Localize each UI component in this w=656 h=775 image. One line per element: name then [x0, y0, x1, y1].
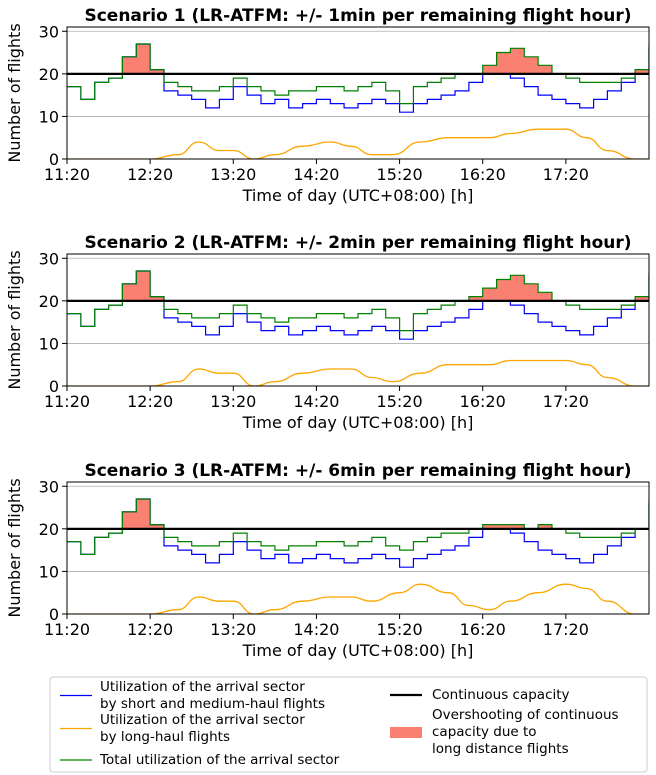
chart-title: Scenario 1 (LR-ATFM: +/- 1min per remain… [84, 6, 631, 26]
plot-frame [66, 253, 650, 387]
x-tick-label: 12:20 [127, 620, 173, 639]
x-tick-label: 13:20 [210, 165, 256, 184]
x-tick-label: 16:20 [460, 392, 506, 411]
y-tick-label: 20 [39, 520, 59, 539]
legend-label-line: by short and medium-haul flights [100, 696, 325, 712]
y-tick-label: 30 [39, 22, 59, 41]
series-short-medium-haul [67, 43, 649, 113]
y-tick-label: 10 [39, 334, 59, 353]
series-total [67, 43, 649, 105]
x-tick-label: 15:20 [377, 392, 423, 411]
plot-area [67, 482, 649, 614]
legend-label-line: Total utilization of the arrival sector [99, 752, 340, 768]
y-tick-label: 10 [39, 562, 59, 581]
series-long-haul [67, 359, 649, 386]
overshoot-area [67, 44, 649, 74]
x-tick-label: 16:20 [460, 620, 506, 639]
y-axis-label: Number of flights [5, 250, 24, 389]
legend-label-line: by long-haul flights [100, 729, 230, 745]
legend-label-line: Utilization of the arrival sector [100, 712, 305, 728]
x-tick-label: 11:20 [44, 392, 90, 411]
series-long-haul [67, 128, 649, 159]
x-axis-label: Time of day (UTC+08:00) [h] [242, 413, 474, 432]
x-tick-label: 13:20 [210, 392, 256, 411]
x-tick-label: 14:20 [293, 165, 339, 184]
y-axis-label: Number of flights [5, 23, 24, 162]
x-tick-label: 17:20 [543, 620, 589, 639]
legend-patch [390, 727, 422, 738]
overshoot-area [67, 271, 649, 301]
x-tick-label: 12:20 [127, 392, 173, 411]
x-axis-label: Time of day (UTC+08:00) [h] [242, 186, 474, 205]
plot-frame [66, 481, 650, 615]
y-tick-label: 10 [39, 107, 59, 126]
scenario-3-chart: 0 10 20 30 11:20 12:20 13:20 14:20 15:20 16:20 17:… [5, 461, 650, 660]
x-tick-label: 17:20 [543, 392, 589, 411]
y-tick-label: 0 [49, 605, 59, 624]
x-tick-label: 11:20 [44, 165, 90, 184]
x-tick-label: 12:20 [127, 165, 173, 184]
x-tick-label: 14:20 [293, 620, 339, 639]
legend-label: Utilization of the arrival sector by shor… [100, 679, 325, 712]
x-tick-label: 14:20 [293, 392, 339, 411]
legend-label: Overshooting of continuous capacity due t… [432, 707, 619, 757]
x-tick-label: 15:20 [377, 165, 423, 184]
scenario-2-chart: 0 10 20 30 11:20 12:20 13:20 14:20 15:20 16:20 17:… [5, 233, 650, 432]
y-tick-label: 30 [39, 477, 59, 496]
y-tick-label: 30 [39, 249, 59, 268]
plot-area [67, 27, 649, 159]
legend-label-line: Continuous capacity [432, 687, 570, 703]
y-tick-label: 0 [49, 150, 59, 169]
scenario-1-chart: 0 10 20 30 11:20 12:20 13:20 14:20 15:20 16:20 17:… [5, 6, 650, 205]
series-short-medium-haul [67, 270, 649, 340]
y-tick-label: 20 [39, 65, 59, 84]
x-tick-label: 16:20 [460, 165, 506, 184]
plot-frame [66, 26, 650, 160]
legend-label: Utilization of the arrival sector by long… [100, 712, 305, 745]
series-total [67, 270, 649, 332]
legend-label-line: Overshooting of continuous [432, 707, 619, 723]
y-tick-label: 20 [39, 292, 59, 311]
x-tick-label: 17:20 [543, 165, 589, 184]
series-total [67, 498, 649, 555]
legend-label-line: Utilization of the arrival sector [100, 679, 305, 695]
overshoot-area [67, 499, 649, 529]
x-tick-label: 11:20 [44, 620, 90, 639]
legend-label-line: capacity due to [432, 724, 537, 740]
series-short-medium-haul [67, 498, 649, 568]
legend-frame [49, 676, 648, 773]
x-tick-label: 15:20 [377, 620, 423, 639]
chart-title: Scenario 3 (LR-ATFM: +/- 6min per remain… [84, 461, 631, 481]
plot-area [67, 254, 649, 386]
x-axis-label: Time of day (UTC+08:00) [h] [242, 641, 474, 660]
series-long-haul [67, 583, 649, 614]
chart-title: Scenario 2 (LR-ATFM: +/- 2min per remain… [84, 233, 631, 253]
legend-label-line: long distance flights [432, 741, 569, 757]
legend-label: Continuous capacity [432, 687, 570, 703]
legend: Utilization of the arrival sector by shor… [49, 676, 648, 773]
y-axis-label: Number of flights [5, 478, 24, 617]
legend-label: Total utilization of the arrival sector [99, 752, 340, 768]
y-tick-label: 0 [49, 377, 59, 396]
x-tick-label: 13:20 [210, 620, 256, 639]
